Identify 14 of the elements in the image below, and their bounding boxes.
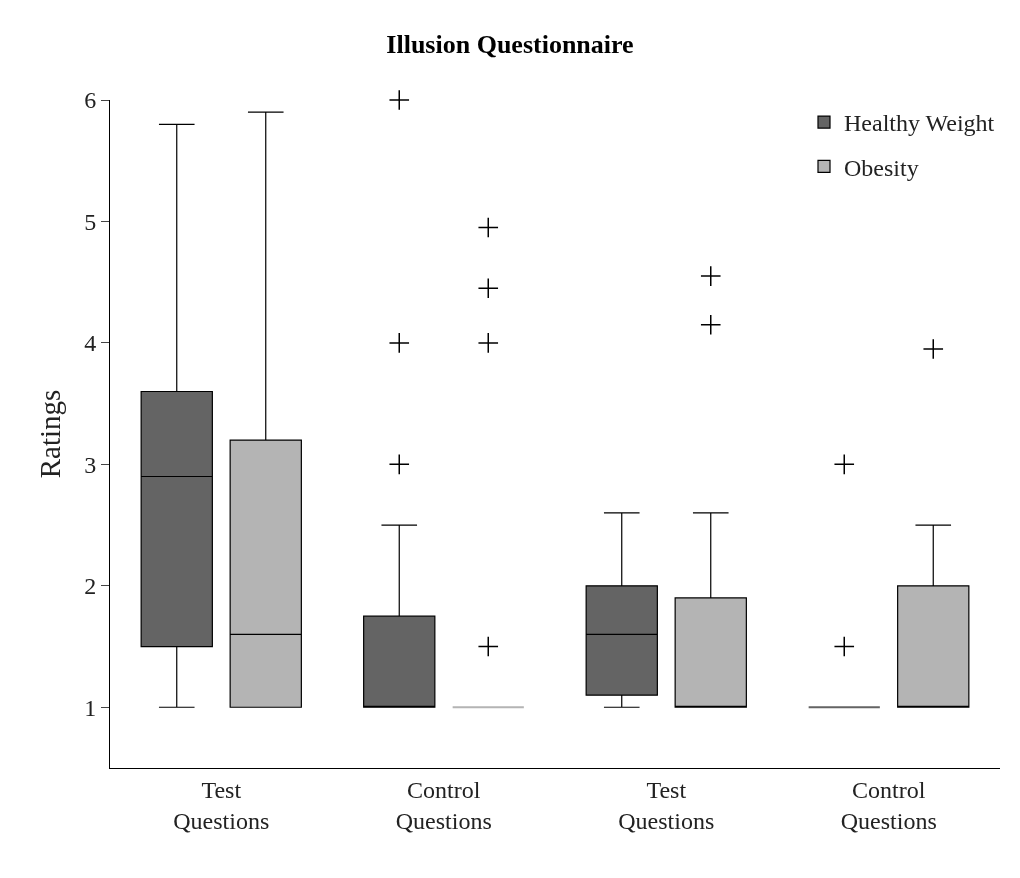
y-tick-label: 4 <box>84 330 97 357</box>
y-tick-label: 1 <box>84 694 97 721</box>
y-tick-label: 5 <box>84 208 97 235</box>
x-tick-label: Test Questions <box>173 776 270 834</box>
legend-label: Obesity <box>844 154 919 181</box>
x-tick-label: Control Questions <box>840 776 937 834</box>
y-tick-label: 6 <box>84 87 97 114</box>
y-axis-title: Ratings <box>33 389 66 479</box>
y-tick-label: 3 <box>84 451 97 478</box>
x-tick-label: Test Questions <box>618 776 715 834</box>
x-tick-label: Control Questions <box>395 776 492 834</box>
legend-label: Healthy Weight <box>844 110 995 137</box>
chart-title: Illusion Questionnaire <box>386 30 634 60</box>
y-tick-label: 2 <box>84 573 97 600</box>
